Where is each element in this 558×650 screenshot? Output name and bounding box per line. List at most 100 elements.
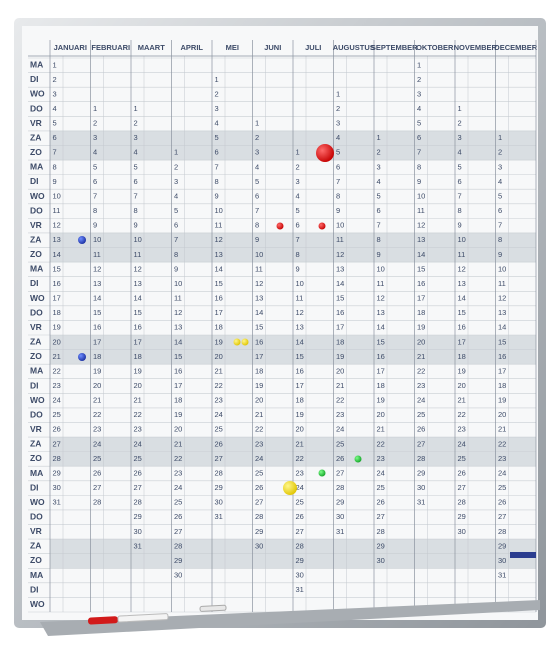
- day-number: 17: [417, 294, 425, 303]
- day-number: 31: [215, 512, 223, 521]
- day-number: 21: [498, 425, 506, 434]
- weekday-label: ZO: [30, 453, 42, 463]
- day-number: 24: [134, 439, 142, 448]
- weekday-label: DO: [30, 409, 43, 419]
- day-number: 29: [336, 498, 344, 507]
- day-number: 4: [174, 191, 178, 200]
- day-number: 20: [255, 396, 263, 405]
- day-number: 15: [93, 308, 101, 317]
- day-number: 21: [336, 381, 344, 390]
- day-number: 15: [377, 337, 385, 346]
- day-number: 5: [174, 206, 178, 215]
- magnet[interactable]: [318, 222, 326, 230]
- day-number: 13: [53, 235, 61, 244]
- day-number: 12: [255, 279, 263, 288]
- day-number: 12: [134, 264, 142, 273]
- day-number: 25: [417, 410, 425, 419]
- marker[interactable]: [88, 616, 119, 625]
- day-number: 11: [336, 235, 344, 244]
- day-number: 8: [336, 191, 340, 200]
- day-number: 25: [336, 439, 344, 448]
- day-number: 7: [93, 191, 97, 200]
- day-number: 9: [336, 206, 340, 215]
- day-number: 16: [498, 352, 506, 361]
- day-number: 5: [255, 177, 259, 186]
- day-number: 19: [215, 337, 223, 346]
- month-header: APRIL: [181, 43, 204, 52]
- day-number: 17: [336, 323, 344, 332]
- day-number: 28: [498, 527, 506, 536]
- day-number: 6: [336, 162, 340, 171]
- weekday-label: VR: [30, 220, 42, 230]
- day-number: 30: [498, 556, 506, 565]
- day-number: 16: [174, 366, 182, 375]
- magnet[interactable]: [241, 338, 249, 346]
- day-number: 9: [417, 177, 421, 186]
- weekday-label: ZO: [30, 249, 42, 259]
- day-number: 16: [215, 294, 223, 303]
- day-number: 6: [417, 133, 421, 142]
- day-number: 16: [336, 308, 344, 317]
- day-number: 13: [336, 264, 344, 273]
- magnet[interactable]: [233, 338, 241, 346]
- day-number: 10: [174, 279, 182, 288]
- day-number: 6: [377, 206, 381, 215]
- day-number: 1: [417, 60, 421, 69]
- day-number: 17: [458, 337, 466, 346]
- day-number: 29: [296, 556, 304, 565]
- day-number: 2: [458, 119, 462, 128]
- calendar-grid: MA DI WO DO VR ZA ZO MA DI WO DO VR ZA ZO MA DI WO DO VR ZA…: [28, 40, 538, 613]
- day-number: 28: [174, 541, 182, 550]
- day-number: 4: [336, 133, 340, 142]
- day-number: 8: [458, 206, 462, 215]
- day-number: 6: [498, 206, 502, 215]
- day-number: 21: [53, 352, 61, 361]
- day-number: 1: [174, 148, 178, 157]
- day-number: 20: [336, 366, 344, 375]
- day-number: 24: [417, 396, 425, 405]
- day-number: 23: [336, 410, 344, 419]
- day-number: 6: [93, 177, 97, 186]
- day-number: 26: [93, 468, 101, 477]
- day-number: 7: [377, 221, 381, 230]
- day-number: 22: [336, 396, 344, 405]
- day-number: 17: [174, 381, 182, 390]
- magnet[interactable]: [318, 469, 326, 477]
- day-number: 13: [174, 323, 182, 332]
- magnet[interactable]: [78, 236, 86, 244]
- day-number: 6: [174, 221, 178, 230]
- day-number: 2: [336, 104, 340, 113]
- day-number: 23: [458, 425, 466, 434]
- day-number: 14: [93, 294, 101, 303]
- eraser[interactable]: [199, 604, 227, 612]
- day-number: 28: [93, 498, 101, 507]
- magnet[interactable]: [78, 353, 86, 361]
- day-number: 19: [93, 366, 101, 375]
- day-number: 10: [336, 221, 344, 230]
- day-number: 1: [53, 60, 57, 69]
- magnet[interactable]: [354, 455, 362, 463]
- day-number: 18: [336, 337, 344, 346]
- day-number: 26: [336, 454, 344, 463]
- day-number: 7: [174, 235, 178, 244]
- day-number: 22: [417, 366, 425, 375]
- day-number: 14: [458, 294, 466, 303]
- magnet[interactable]: [316, 144, 334, 162]
- magnet[interactable]: [283, 481, 297, 495]
- day-number: 4: [255, 162, 259, 171]
- day-number: 23: [174, 468, 182, 477]
- day-number: 13: [296, 323, 304, 332]
- day-number: 27: [93, 483, 101, 492]
- day-number: 11: [296, 294, 304, 303]
- day-number: 22: [134, 410, 142, 419]
- day-number: 1: [134, 104, 138, 113]
- day-number: 31: [498, 571, 506, 580]
- marker[interactable]: [117, 613, 169, 623]
- day-number: 24: [93, 439, 101, 448]
- weekday-label: VR: [30, 118, 42, 128]
- day-number: 17: [134, 337, 142, 346]
- day-number: 17: [255, 352, 263, 361]
- weekday-label: WO: [30, 89, 45, 99]
- magnet[interactable]: [276, 222, 284, 230]
- day-number: 6: [296, 221, 300, 230]
